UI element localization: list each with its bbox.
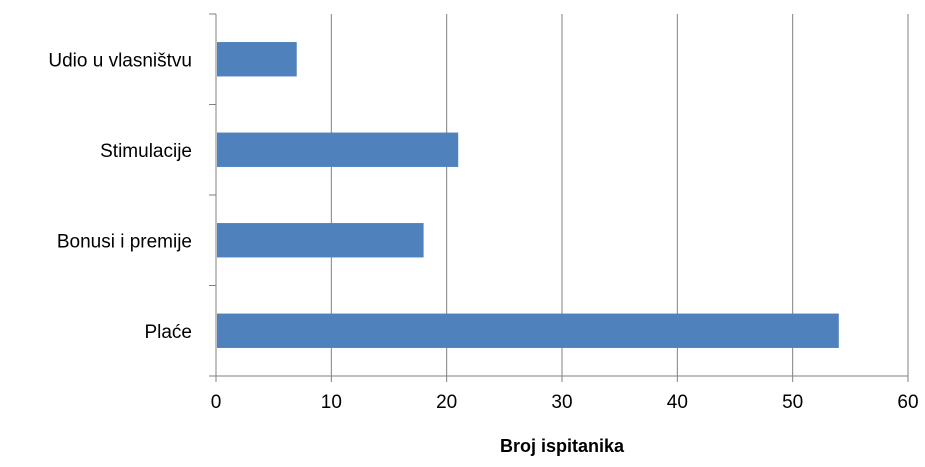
x-tick-label: 40 [667,392,688,413]
bar [217,42,297,77]
category-label: Stimulacije [100,141,192,162]
bars [217,42,839,348]
category-label: Bonusi i premije [57,231,192,252]
x-tick-label: 20 [436,392,457,413]
bar [217,223,424,258]
x-tick-label: 0 [211,392,222,413]
category-label: Plaće [144,322,192,343]
x-tick-label: 10 [321,392,342,413]
x-tick-label: 50 [782,392,803,413]
category-labels: Udio u vlasništvu Stimulacije Bonusi i pre… [48,50,192,343]
x-axis-title: Broj ispitanika [500,436,625,456]
x-tick-label: 60 [897,392,918,413]
x-tick-labels: 0 10 20 30 40 50 60 [211,392,919,413]
bar [217,313,839,348]
axes [209,13,909,382]
x-tick-label: 30 [551,392,572,413]
category-label: Udio u vlasništvu [48,50,192,71]
bar [217,132,459,167]
